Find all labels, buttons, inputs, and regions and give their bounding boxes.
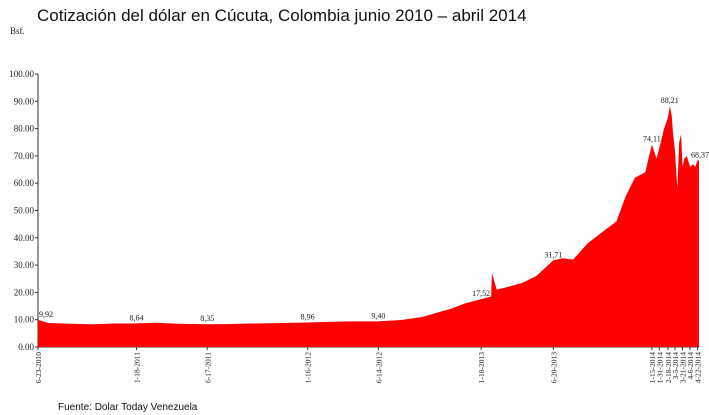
y-tick-label: 20.00: [14, 287, 35, 297]
x-tick-label: 6-23-2010: [34, 352, 43, 383]
x-tick-label: 1-18-2011: [133, 352, 142, 383]
data-label: 8,64: [130, 313, 144, 322]
x-axis: 6-23-2010 1-18-2011 6-17-2011 1-16-2012 6-14…: [34, 346, 703, 383]
x-tick-label: 4-22-2014: [694, 352, 703, 383]
x-tick-label: 6-20-2013: [549, 352, 558, 383]
data-label: 8,96: [301, 313, 315, 322]
y-tick-label: 70.00: [14, 151, 35, 161]
data-label: 9,40: [371, 311, 385, 320]
data-label: 88,21: [661, 96, 679, 105]
y-tick-label: 50.00: [14, 206, 35, 216]
data-label: 17,52: [472, 289, 490, 298]
y-axis-label: Bsf.: [10, 26, 25, 36]
data-label: 31,71: [544, 250, 562, 259]
y-tick-label: 60.00: [14, 178, 35, 188]
x-tick-label: 2-18-2014: [664, 352, 673, 383]
plot-area: [38, 106, 699, 347]
series-area: [38, 106, 699, 347]
y-tick-label: 0.00: [18, 342, 34, 352]
x-tick-label: 6-17-2011: [203, 352, 212, 383]
data-label: 8,35: [200, 314, 214, 323]
y-tick-label: 80.00: [14, 124, 35, 134]
y-tick-label: 100.00: [9, 69, 34, 79]
annotations: 9,92 8,64 8,35 8,96 9,40 17,52 31,71 74,11 88,21…: [39, 96, 709, 323]
x-tick-label: 1-31-2014: [655, 352, 664, 383]
y-tick-label: 90.00: [14, 96, 35, 106]
data-label: 9,92: [39, 310, 53, 319]
data-label: 74,11: [643, 135, 661, 144]
y-tick-label: 10.00: [14, 315, 35, 325]
x-tick-label: 3-21-2014: [678, 352, 687, 383]
x-tick-label: 1-18-2013: [477, 352, 486, 383]
x-tick-label: 1-15-2014: [648, 352, 657, 383]
source-note: Fuente: Dolar Today Venezuela: [58, 402, 198, 413]
chart-title: Cotización del dólar en Cúcuta, Colombia…: [37, 6, 527, 25]
y-tick-label: 30.00: [14, 260, 35, 270]
x-tick-label: 3-5-2014: [671, 352, 680, 380]
x-tick-label: 1-16-2012: [304, 352, 313, 383]
data-label: 68,37: [691, 150, 709, 159]
x-tick-label: 4-6-2014: [686, 352, 695, 380]
y-axis: 0.00 10.00 20.00 30.00 40.00 50.00 60.00 70.00 8…: [9, 69, 39, 352]
x-tick-label: 6-14-2012: [374, 352, 383, 383]
y-tick-label: 40.00: [14, 233, 35, 243]
